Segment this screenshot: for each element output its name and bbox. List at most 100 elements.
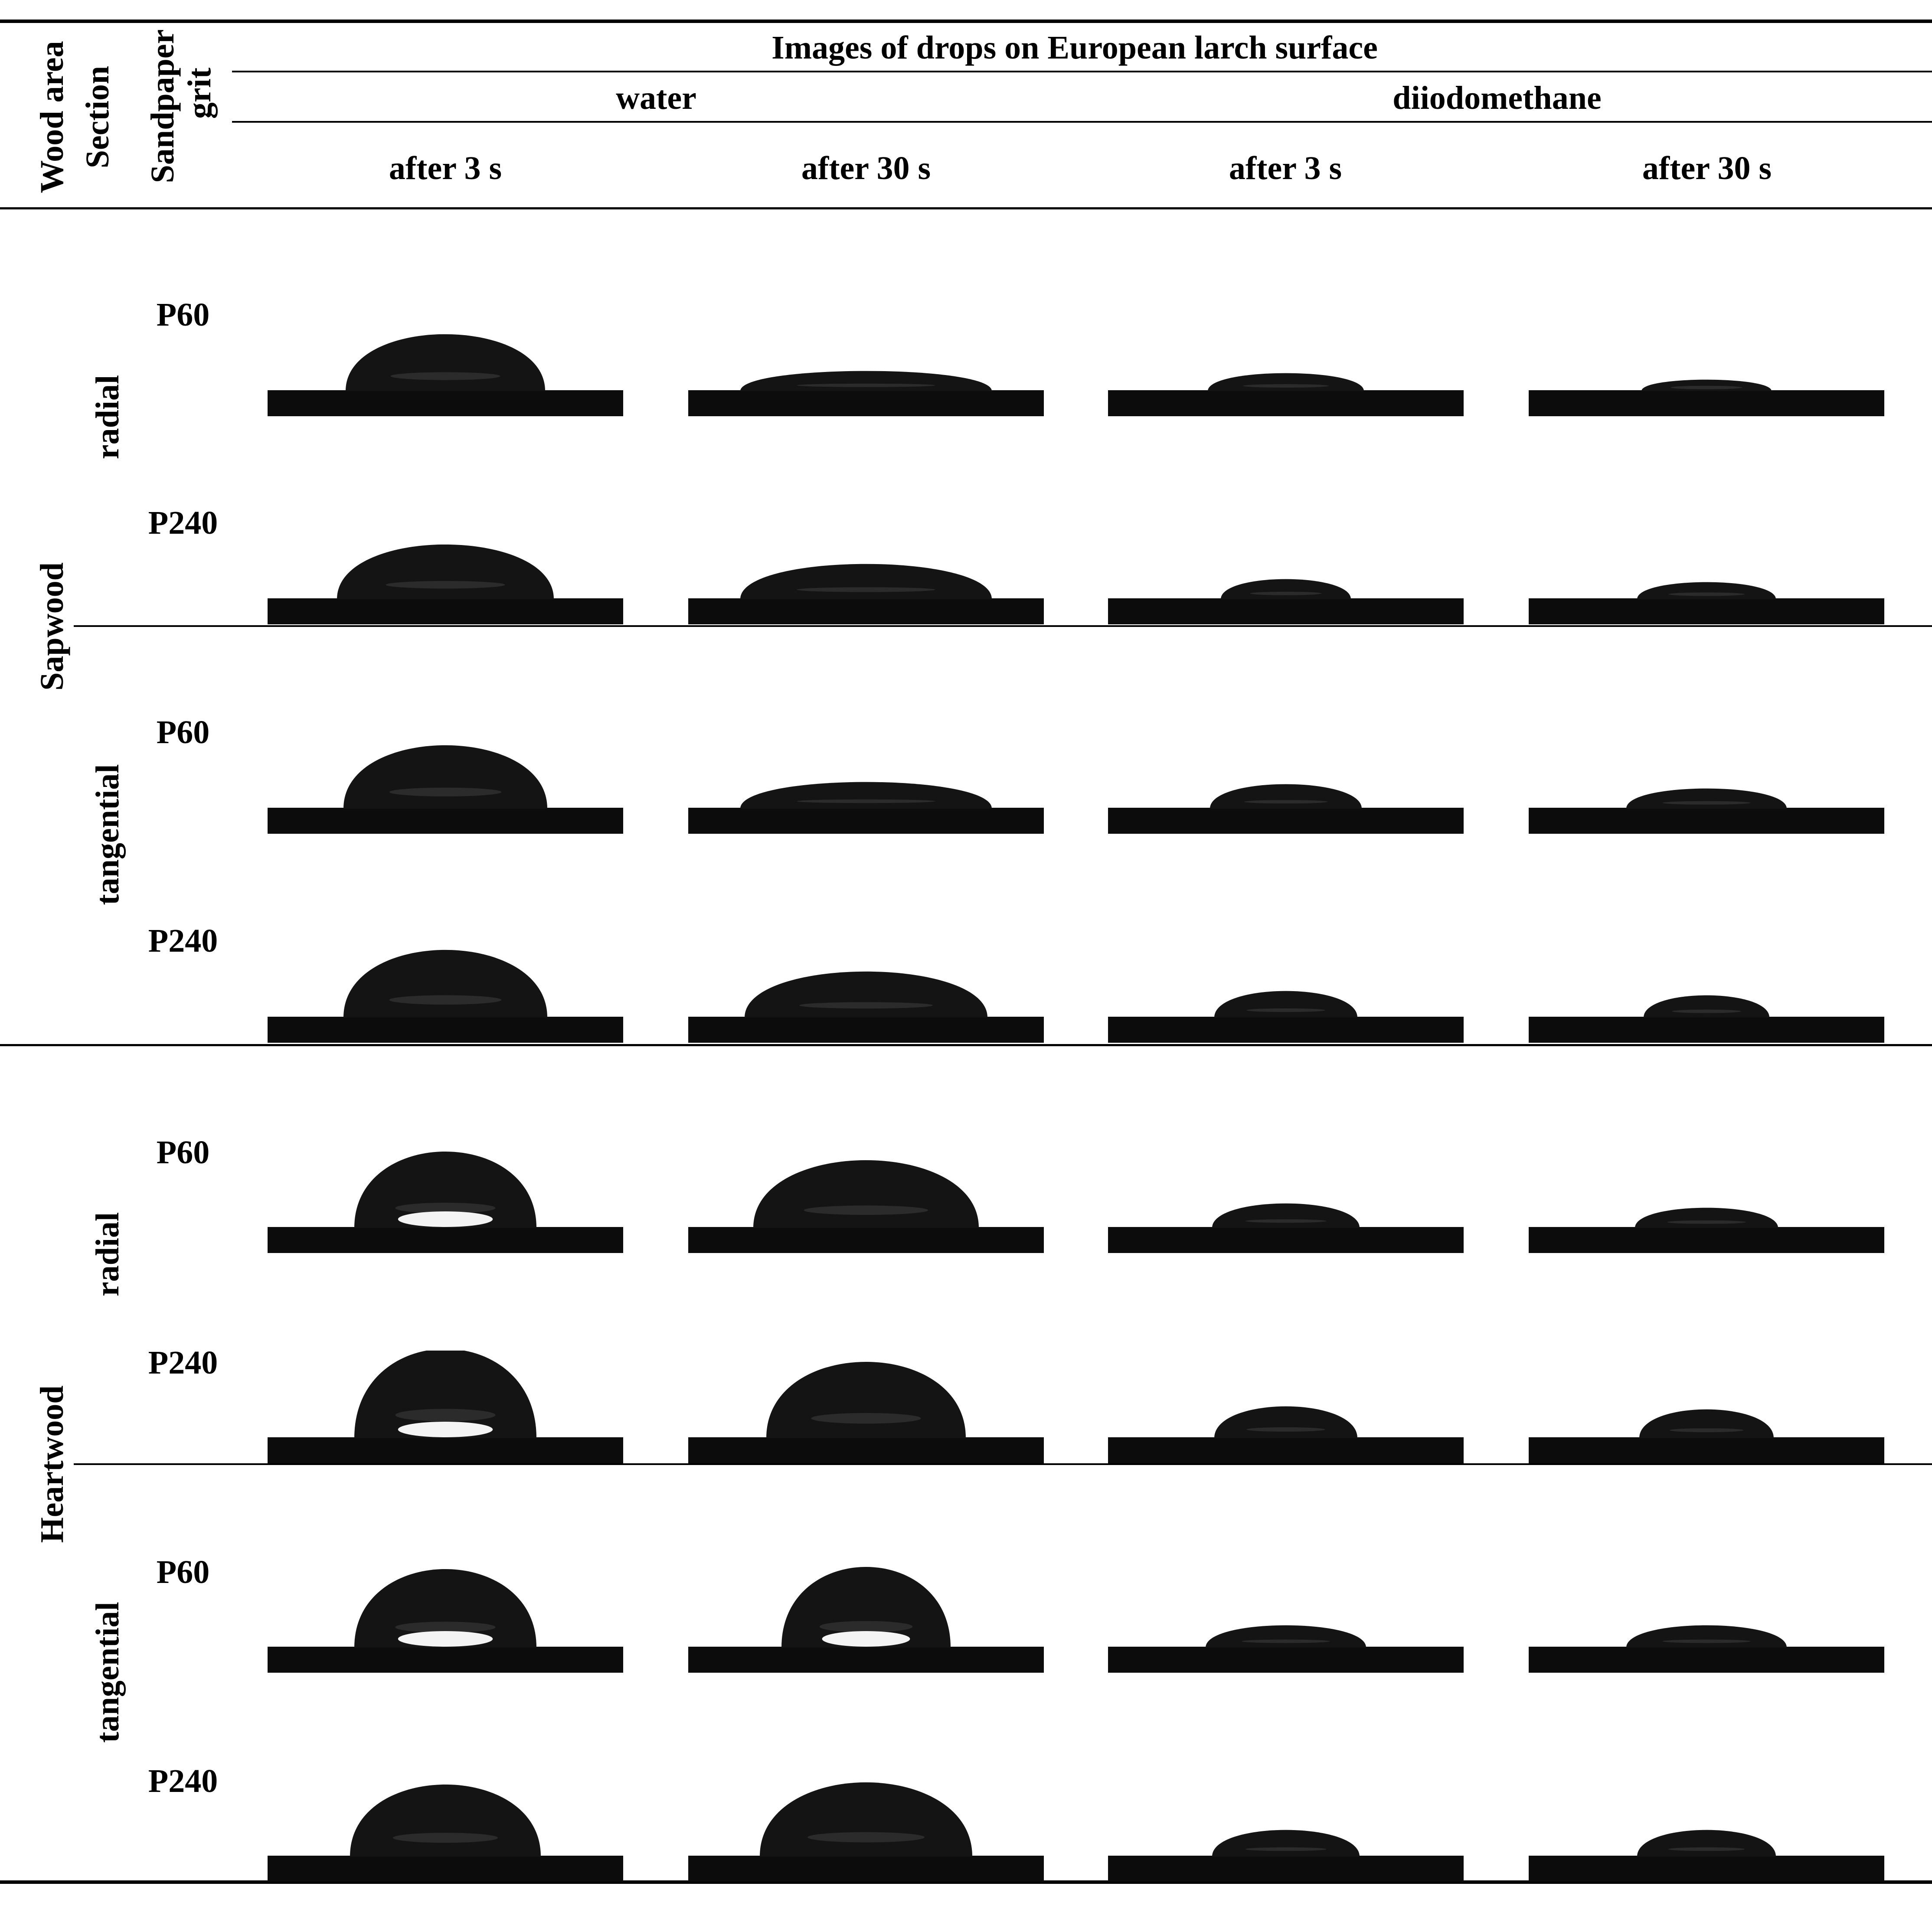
heartwood-radial-tangential-rule [74, 1463, 1932, 1465]
drop-image [1108, 930, 1464, 1043]
drop-image-svg [1108, 1830, 1464, 1882]
drop-image [688, 1560, 1044, 1673]
drop-image-svg [688, 371, 1044, 416]
drop-reflection [386, 581, 505, 589]
drop-reflection [807, 1832, 925, 1843]
substrate [1108, 1856, 1464, 1882]
substrate [268, 1437, 623, 1463]
drop-image-svg [1108, 1625, 1464, 1673]
drop-image-svg [688, 564, 1044, 624]
wood-area-sapwood: Sapwood [34, 562, 70, 691]
drop-image-svg [1108, 1406, 1464, 1463]
drop-reflection [1667, 1220, 1746, 1224]
drop-reflection [1245, 1219, 1327, 1223]
grit-label: P60 [156, 714, 210, 751]
drop-reflection [1245, 1847, 1327, 1851]
substrate [1529, 1647, 1884, 1673]
header-bottom-rule [0, 207, 1932, 209]
drop-image-svg [268, 544, 623, 624]
header-sandpaper: Sandpaper [144, 29, 181, 183]
drop-image [688, 303, 1044, 416]
drop-image-svg [1108, 579, 1464, 624]
section-label: radial [89, 1212, 126, 1297]
drop-image [1529, 930, 1884, 1043]
grit-label: P240 [148, 505, 218, 541]
wood-area-heartwood: Heartwood [34, 1385, 70, 1543]
drop-highlight [822, 1631, 910, 1647]
drop [1210, 784, 1362, 809]
liquid-underline [232, 121, 1932, 123]
drop-reflection [390, 372, 500, 380]
grit-label: P60 [156, 1554, 210, 1590]
drop-image-svg [268, 1784, 623, 1882]
drop-image [1108, 1351, 1464, 1463]
grit-label: P60 [156, 297, 210, 333]
header-diiodo-after-3s: after 3 s [1229, 150, 1342, 186]
substrate [1108, 1647, 1464, 1673]
substrate [688, 390, 1044, 416]
drop-reflection [1662, 1639, 1751, 1643]
substrate [688, 1227, 1044, 1253]
drop-image [268, 1140, 623, 1253]
substrate [688, 598, 1044, 624]
drop-image-svg [1529, 379, 1884, 416]
header-section: Section [79, 65, 116, 169]
drop-image [1529, 512, 1884, 624]
drop-reflection [1662, 801, 1751, 805]
drop-image [1108, 1140, 1464, 1253]
drop-reflection [395, 1203, 496, 1214]
substrate [688, 808, 1044, 834]
header-title: Images of drops on European larch surfac… [771, 29, 1378, 66]
sapwood-heartwood-rule [0, 1044, 1932, 1046]
drop-image-svg [268, 950, 623, 1043]
drop-image [268, 1560, 623, 1673]
drop-image [1529, 1769, 1884, 1882]
substrate [268, 1647, 623, 1673]
drop-reflection [395, 1409, 496, 1422]
drop-highlight [398, 1211, 493, 1227]
substrate [1529, 1437, 1884, 1463]
drop-image-svg [688, 782, 1044, 834]
drop-image-svg [688, 971, 1044, 1043]
substrate [1529, 1856, 1884, 1882]
drop [740, 564, 992, 599]
drop [337, 544, 554, 599]
drop-image-svg [688, 1160, 1044, 1253]
drop-reflection [1668, 592, 1745, 596]
drop-image-svg [1529, 1409, 1884, 1463]
drop [343, 745, 547, 809]
drop-image-svg [268, 1569, 623, 1673]
drop-image-svg [1529, 1830, 1884, 1882]
header-diiodomethane: diiodomethane [1393, 80, 1602, 116]
drop-reflection [811, 1413, 921, 1424]
drop [740, 782, 992, 809]
drop-image-svg [1529, 1625, 1884, 1673]
drop-image-svg [268, 1351, 623, 1463]
drop-highlight [398, 1631, 493, 1647]
substrate [688, 1856, 1044, 1882]
substrate [268, 808, 623, 834]
drop-image [688, 1351, 1044, 1463]
header-water-after-3s: after 3 s [389, 150, 502, 186]
drop [1639, 1409, 1774, 1438]
drop-image-svg [1108, 1203, 1464, 1253]
drop-image [268, 721, 623, 834]
substrate [268, 390, 623, 416]
drop-reflection [1244, 800, 1328, 804]
drop-image-svg [1529, 582, 1884, 624]
top-rule [0, 20, 1932, 23]
drop-image-svg [268, 1151, 623, 1253]
drop-image [1529, 721, 1884, 834]
substrate [1108, 390, 1464, 416]
drop-image-svg [688, 1566, 1044, 1673]
drop-image [1529, 1140, 1884, 1253]
section-label: tangential [89, 1602, 126, 1743]
drop [1641, 379, 1772, 391]
drop-image-svg [688, 1782, 1044, 1882]
substrate [1529, 1017, 1884, 1043]
drop [1626, 1625, 1787, 1648]
substrate [688, 1437, 1044, 1463]
drop-reflection [799, 1002, 933, 1009]
drop [1212, 1830, 1360, 1857]
drop-image [1108, 303, 1464, 416]
